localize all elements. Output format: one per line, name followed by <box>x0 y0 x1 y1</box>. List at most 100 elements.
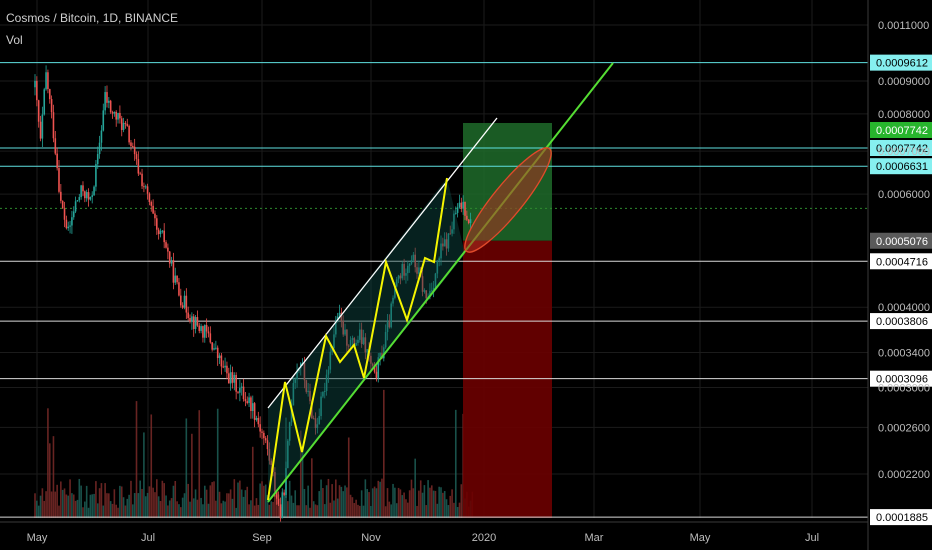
volume-bar <box>270 501 273 518</box>
volume-bar <box>194 489 197 518</box>
price-tag-label: 0.0001885 <box>876 512 928 524</box>
volume-bar <box>263 485 265 518</box>
volume-bar <box>191 433 193 518</box>
volume-bar <box>157 496 160 518</box>
candle-body <box>466 215 468 220</box>
volume-bar <box>240 489 243 518</box>
volume-bar <box>226 493 228 518</box>
volume-label: Vol <box>6 33 23 47</box>
y-tick-label: 0.0006000 <box>878 189 930 201</box>
volume-bar <box>360 490 363 518</box>
candle-body <box>423 290 426 292</box>
candle-body <box>425 290 428 299</box>
candle-body <box>183 295 186 308</box>
price-tag <box>870 54 932 71</box>
candle-body <box>318 416 321 425</box>
candlesticks <box>34 65 472 523</box>
candle-body <box>442 243 444 247</box>
candle-body <box>48 89 51 100</box>
candle-body <box>347 345 350 347</box>
candle-body <box>144 186 147 188</box>
candle-body <box>283 492 285 495</box>
volume-bar <box>235 507 237 518</box>
volume-bar <box>37 505 40 518</box>
volume-bar <box>383 389 385 518</box>
volume-bar <box>375 488 378 518</box>
volume-bar <box>403 492 405 518</box>
candle-body <box>287 440 289 469</box>
volume-bar <box>344 485 346 518</box>
volume-bar <box>349 494 352 518</box>
volume-bar <box>333 500 335 518</box>
candle-body <box>394 286 396 298</box>
candle-body <box>443 239 446 247</box>
volume-bar <box>257 504 260 518</box>
volume-bar <box>119 485 121 518</box>
candle-body <box>336 316 339 321</box>
candle-body <box>362 337 365 345</box>
trend-line <box>267 62 614 503</box>
candle-body <box>215 347 217 349</box>
y-tick-label: 0.0008000 <box>878 109 930 121</box>
zigzag-pattern <box>267 177 448 501</box>
volume-bar <box>381 478 383 518</box>
volume-bar <box>233 479 236 518</box>
candle-body <box>36 80 38 101</box>
volume-bar <box>218 491 221 518</box>
candle-body <box>281 492 284 519</box>
candle-body <box>181 305 184 308</box>
candle-body <box>84 191 86 199</box>
price-tag <box>870 122 932 138</box>
volume-bar <box>305 505 308 518</box>
volume-bar <box>211 482 213 518</box>
candle-body <box>340 312 343 321</box>
volume-bar <box>371 488 374 518</box>
candle-body <box>52 112 55 139</box>
volume-bar <box>63 488 66 518</box>
candle-body <box>349 340 352 346</box>
candle-body <box>126 123 129 126</box>
candle-body <box>388 322 391 328</box>
volume-bar <box>161 480 164 518</box>
volume-bar <box>98 488 101 518</box>
x-tick-label: 2020 <box>472 532 496 544</box>
volume-bar <box>325 485 328 518</box>
volume-bar <box>139 480 141 518</box>
volume-bar <box>200 497 202 518</box>
volume-bar <box>67 495 70 518</box>
price-tag <box>870 140 932 156</box>
candle-body <box>274 472 276 492</box>
candle-body <box>329 351 332 370</box>
volume-bar <box>447 505 450 518</box>
volume-bar <box>91 494 94 518</box>
candle-body <box>170 260 173 264</box>
candle-body <box>178 282 180 296</box>
candle-body <box>156 218 158 230</box>
volume-bar <box>224 501 226 518</box>
volume-bar <box>283 495 285 518</box>
volume-bar <box>78 478 81 518</box>
candle-body <box>392 297 394 304</box>
volume-bar <box>287 501 289 518</box>
candle-body <box>429 290 431 297</box>
x-tick-label: Jul <box>805 532 819 544</box>
candle-body <box>377 357 380 378</box>
price-tag-label: 0.0009612 <box>876 58 928 70</box>
volume-bar <box>76 499 79 518</box>
candle-body <box>179 295 182 306</box>
volume-bar <box>132 504 134 518</box>
candle-body <box>292 382 295 406</box>
candle-body <box>268 449 271 461</box>
volume-bar <box>370 506 372 518</box>
candle-body <box>194 317 197 330</box>
candle-body <box>106 92 108 103</box>
candle-body <box>87 192 90 200</box>
candle-body <box>220 355 223 367</box>
candle-body <box>191 316 193 322</box>
volume-bar <box>301 446 304 518</box>
candle-body <box>266 440 269 450</box>
candle-body <box>192 316 195 330</box>
x-tick-label: Mar <box>585 532 604 544</box>
candle-body <box>322 391 324 397</box>
